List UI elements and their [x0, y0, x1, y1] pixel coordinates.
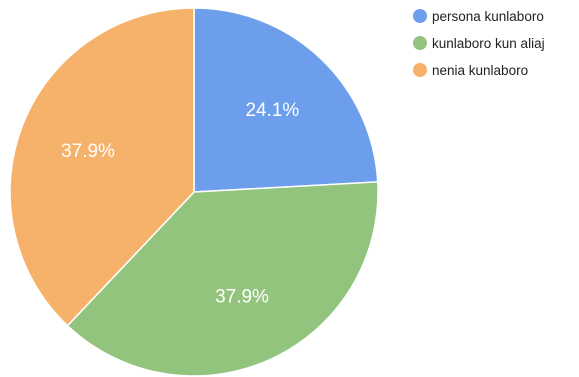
slice-label-kunlaboro-kun-aliaj: 37.9% [215, 287, 269, 308]
legend-label-nenia-kunlaboro: nenia kunlaboro [432, 63, 528, 78]
legend-swatch-kunlaboro-kun-aliaj [413, 36, 427, 50]
legend-swatch-nenia-kunlaboro [413, 63, 427, 77]
legend-label-kunlaboro-kun-aliaj: kunlaboro kun aliaj [432, 36, 545, 51]
legend-item-kunlaboro-kun-aliaj[interactable]: kunlaboro kun aliaj [413, 36, 545, 51]
legend-swatch-persona-kunlaboro [413, 9, 427, 23]
pie-slice-persona-kunlaboro[interactable] [193, 7, 379, 193]
legend-item-nenia-kunlaboro[interactable]: nenia kunlaboro [413, 63, 528, 78]
pie-slices [9, 7, 379, 377]
slice-labels: 24.1% 37.9% 37.9% [61, 100, 299, 307]
slice-label-nenia-kunlaboro: 37.9% [61, 141, 115, 162]
slice-label-persona-kunlaboro: 24.1% [245, 100, 299, 121]
legend: persona kunlaboro kunlaboro kun aliaj ne… [413, 9, 545, 78]
pie-slice-kunlaboro-kun-aliaj[interactable] [66, 181, 379, 377]
legend-item-persona-kunlaboro[interactable]: persona kunlaboro [413, 9, 544, 24]
legend-label-persona-kunlaboro: persona kunlaboro [432, 9, 544, 24]
pie-slice-nenia-kunlaboro[interactable] [9, 7, 195, 327]
